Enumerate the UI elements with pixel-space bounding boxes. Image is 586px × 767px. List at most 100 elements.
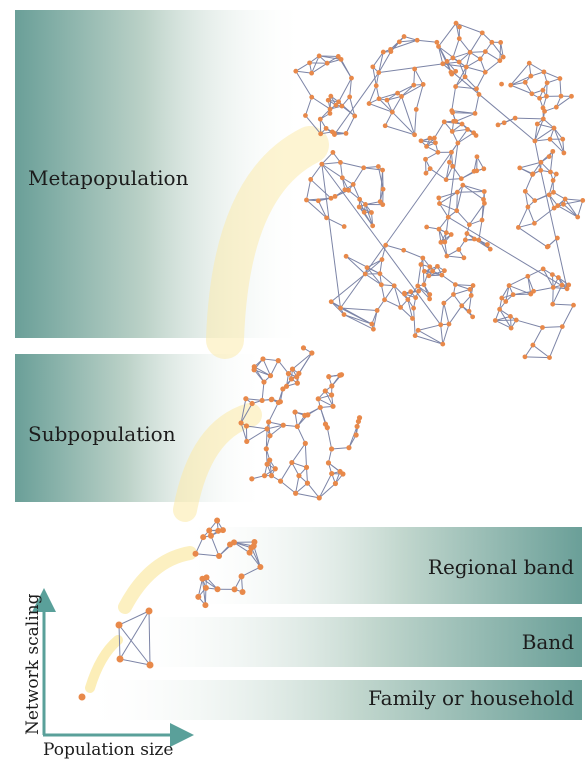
network-node: [267, 433, 272, 438]
network-edge: [297, 426, 305, 443]
network-edge: [558, 206, 578, 217]
network-node: [530, 343, 535, 348]
network-node: [203, 585, 209, 591]
network-node: [269, 473, 274, 478]
network-node: [456, 247, 461, 252]
network-edge: [466, 67, 485, 72]
network-edge: [305, 443, 306, 467]
network-node: [340, 471, 345, 476]
network-node: [459, 303, 464, 308]
network-node: [545, 245, 550, 250]
network-node: [468, 50, 473, 55]
network-node: [290, 367, 295, 372]
network-edge: [442, 275, 456, 284]
network-node: [493, 318, 498, 323]
network-node: [541, 117, 546, 122]
network-node: [474, 133, 479, 138]
network-node: [527, 61, 532, 66]
network-edge: [560, 79, 561, 97]
network-edge: [415, 109, 417, 134]
network-node: [451, 119, 456, 124]
network-edge: [448, 217, 567, 289]
network-node: [551, 190, 556, 195]
network-edge: [439, 23, 457, 46]
network-node: [550, 272, 555, 277]
network-edge: [457, 191, 484, 192]
network-node: [438, 322, 443, 327]
network-node: [238, 420, 243, 425]
network-node: [278, 479, 283, 484]
network-node: [566, 283, 571, 288]
network-node: [530, 172, 535, 177]
network-node: [326, 98, 331, 103]
network-node: [333, 481, 338, 486]
network-node: [471, 283, 476, 288]
network-node: [432, 136, 437, 141]
network-node: [361, 165, 366, 170]
network-node: [550, 149, 555, 154]
network-node: [442, 119, 447, 124]
network-edge: [319, 484, 335, 498]
network-node: [370, 223, 375, 228]
network-node: [434, 40, 439, 45]
network-node: [502, 120, 507, 125]
network-node: [344, 254, 349, 259]
network-node: [339, 104, 344, 109]
network-node: [488, 247, 493, 252]
network-node: [532, 198, 537, 203]
network-edge: [463, 185, 484, 191]
network-node: [428, 136, 433, 141]
network-node: [338, 160, 343, 165]
network-node: [480, 218, 485, 223]
network-edge: [475, 94, 479, 113]
network-edge: [550, 327, 563, 358]
network-node: [307, 60, 312, 65]
network-node: [411, 83, 416, 88]
network-edge: [518, 207, 528, 228]
network-node: [416, 289, 421, 294]
network-edge: [379, 64, 443, 73]
network-node: [463, 238, 468, 243]
label-regional-band: Regional band: [428, 555, 574, 579]
network-node: [342, 312, 347, 317]
network-node: [444, 177, 449, 182]
network-edge: [414, 308, 416, 335]
network-node: [503, 299, 508, 304]
network-edge: [459, 39, 470, 53]
network-node: [286, 371, 291, 376]
network-edge: [511, 76, 531, 85]
network-node: [206, 527, 212, 533]
network-node: [422, 282, 427, 287]
network-node: [399, 94, 404, 99]
network-edge: [327, 428, 331, 449]
network-node: [457, 36, 462, 41]
network-node: [548, 170, 553, 175]
network-node: [243, 396, 248, 401]
network-edge: [516, 320, 542, 327]
network-node: [304, 465, 309, 470]
network-node: [446, 215, 451, 220]
network-node: [525, 274, 530, 279]
network-node: [317, 54, 322, 59]
network-node: [260, 356, 265, 361]
network-node: [421, 82, 426, 87]
network-node: [302, 413, 307, 418]
network-node: [560, 283, 565, 288]
network-node: [450, 56, 455, 61]
network-edge: [385, 286, 395, 300]
network-node: [467, 222, 472, 227]
network-edge: [443, 64, 535, 141]
network-node: [498, 40, 503, 45]
network-edge: [292, 443, 305, 462]
network-node: [260, 398, 265, 403]
network-node: [324, 215, 329, 220]
network-node: [378, 199, 383, 204]
network-node: [430, 269, 435, 274]
network-node: [329, 471, 334, 476]
network-node: [447, 160, 452, 165]
network-node: [580, 198, 585, 203]
network-node: [449, 70, 454, 75]
network-edge: [322, 162, 341, 164]
network-node: [365, 265, 370, 270]
network-node: [415, 284, 420, 289]
